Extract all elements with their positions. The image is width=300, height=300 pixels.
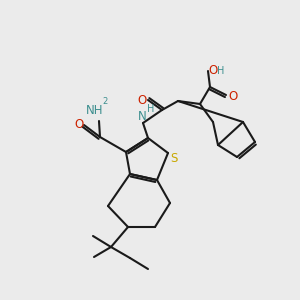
Text: 2: 2 [102, 98, 108, 106]
Text: H: H [147, 104, 155, 114]
Text: S: S [170, 152, 178, 164]
Text: N: N [138, 110, 146, 122]
Text: O: O [74, 118, 84, 131]
Text: O: O [228, 91, 238, 103]
Text: H: H [217, 66, 225, 76]
Text: NH: NH [86, 103, 104, 116]
Text: O: O [208, 64, 217, 77]
Text: O: O [137, 94, 147, 106]
